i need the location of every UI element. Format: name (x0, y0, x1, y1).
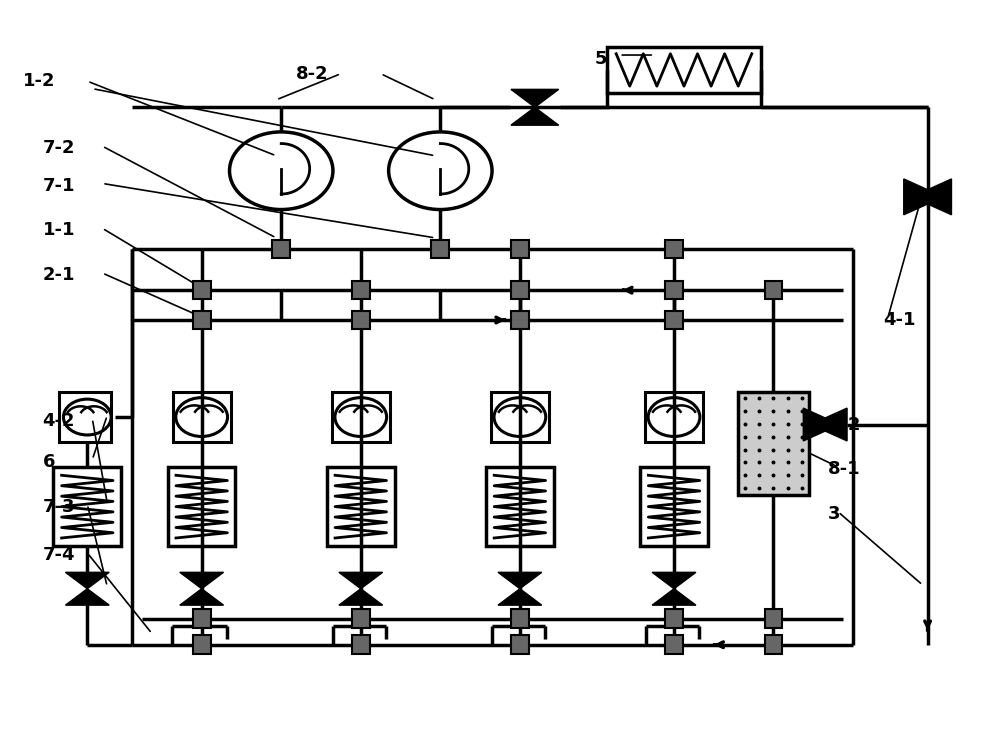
Polygon shape (65, 589, 109, 605)
Polygon shape (825, 408, 847, 441)
Text: 7-3: 7-3 (43, 498, 75, 516)
Bar (665, 240, 683, 259)
Bar (352, 609, 370, 628)
Text: 7-4: 7-4 (43, 546, 75, 564)
Text: 4-2: 4-2 (43, 412, 75, 430)
Bar (765, 635, 782, 654)
Text: 3: 3 (828, 505, 841, 523)
Polygon shape (904, 179, 928, 215)
Polygon shape (928, 179, 951, 215)
Bar (332, 392, 390, 442)
Bar (511, 311, 529, 329)
Bar (765, 280, 782, 299)
Polygon shape (498, 589, 542, 605)
Bar (665, 609, 683, 628)
Bar (272, 240, 290, 259)
Polygon shape (652, 589, 696, 605)
Text: 1-2: 1-2 (23, 72, 55, 90)
Bar (173, 392, 231, 442)
Bar (511, 240, 529, 259)
Bar (511, 635, 529, 654)
Text: 7-2: 7-2 (43, 139, 75, 157)
Bar (352, 635, 370, 654)
Text: 7-1: 7-1 (43, 177, 75, 195)
Text: 2-2: 2-2 (828, 416, 861, 433)
Text: 5: 5 (594, 50, 607, 68)
Bar (327, 468, 395, 546)
Polygon shape (511, 108, 559, 125)
Text: 6: 6 (43, 453, 55, 471)
Bar (640, 468, 708, 546)
Polygon shape (803, 408, 825, 441)
Text: 4-1: 4-1 (883, 311, 915, 329)
Polygon shape (498, 572, 542, 589)
Polygon shape (339, 572, 383, 589)
Text: 8-2: 8-2 (296, 65, 329, 83)
Bar (645, 392, 703, 442)
Text: 8-1: 8-1 (828, 460, 861, 478)
Bar (193, 609, 211, 628)
Bar (431, 240, 449, 259)
Polygon shape (511, 89, 559, 108)
Bar (168, 468, 235, 546)
Bar (352, 311, 370, 329)
Bar (607, 47, 761, 93)
Bar (511, 609, 529, 628)
Polygon shape (180, 589, 224, 605)
Bar (193, 280, 211, 299)
Bar (193, 311, 211, 329)
Text: 1-1: 1-1 (43, 221, 75, 239)
Bar (765, 609, 782, 628)
Bar (738, 392, 809, 495)
Bar (193, 635, 211, 654)
Bar (665, 311, 683, 329)
Bar (665, 280, 683, 299)
Bar (59, 392, 111, 442)
Bar (665, 635, 683, 654)
Bar (53, 468, 121, 546)
Bar (491, 392, 549, 442)
Polygon shape (652, 572, 696, 589)
Bar (486, 468, 554, 546)
Bar (511, 280, 529, 299)
Bar (352, 280, 370, 299)
Text: 2-1: 2-1 (43, 266, 75, 284)
Polygon shape (65, 572, 109, 589)
Polygon shape (180, 572, 224, 589)
Polygon shape (339, 589, 383, 605)
